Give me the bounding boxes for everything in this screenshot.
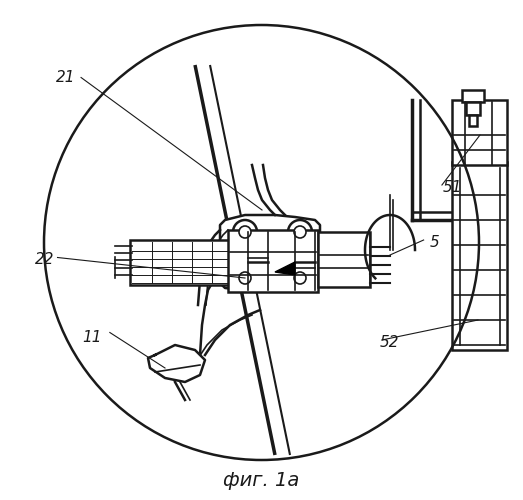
Text: фиг. 1а: фиг. 1а <box>223 470 300 490</box>
Bar <box>318 232 370 287</box>
Circle shape <box>233 220 257 244</box>
Text: 21: 21 <box>55 70 75 85</box>
Bar <box>452 100 507 165</box>
Bar <box>130 240 230 285</box>
Text: 22: 22 <box>35 252 54 268</box>
Circle shape <box>239 226 251 238</box>
Bar <box>452 162 507 350</box>
Polygon shape <box>275 262 295 275</box>
Circle shape <box>294 272 306 284</box>
Bar <box>469 115 477 126</box>
Text: 51: 51 <box>442 180 462 195</box>
Circle shape <box>233 266 257 290</box>
Polygon shape <box>220 262 320 290</box>
Circle shape <box>294 226 306 238</box>
Text: 52: 52 <box>380 335 400 350</box>
Bar <box>228 230 318 292</box>
Polygon shape <box>148 345 205 382</box>
Text: 11: 11 <box>82 330 101 345</box>
Circle shape <box>288 220 312 244</box>
Bar <box>462 90 484 102</box>
Circle shape <box>239 272 251 284</box>
Text: 5: 5 <box>429 235 439 250</box>
Polygon shape <box>220 215 320 250</box>
Bar <box>466 102 480 115</box>
Circle shape <box>288 266 312 290</box>
Circle shape <box>44 25 479 460</box>
